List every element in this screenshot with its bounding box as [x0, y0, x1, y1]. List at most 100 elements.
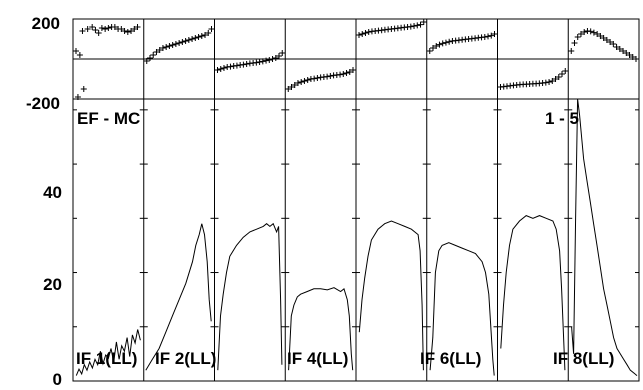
phase-point: [623, 50, 630, 56]
phase-point: [571, 40, 578, 46]
phase-point: [600, 35, 607, 41]
amplitude-trace: [358, 220, 424, 371]
phase-point: [205, 30, 212, 36]
phase-point: [365, 29, 372, 35]
phase-point: [198, 33, 205, 39]
amplitude-trace: [500, 215, 566, 371]
phase-point: [269, 56, 276, 62]
phase-panel: [143, 26, 215, 64]
phase-panel: [426, 31, 498, 54]
amp-tick-0: 0: [53, 370, 62, 389]
amplitude-trace: [145, 223, 212, 371]
phase-point: [417, 21, 424, 28]
phase-point: [291, 82, 298, 88]
phase-point: [159, 45, 166, 51]
phase-point: [134, 24, 141, 30]
phase-point: [420, 19, 427, 25]
phase-panel: [285, 67, 356, 92]
amplitude-trace: [217, 222, 283, 371]
phase-point: [549, 78, 556, 84]
phase-point: [298, 79, 305, 85]
phase-point: [98, 25, 105, 31]
phase-point: [166, 43, 173, 49]
phase-point: [169, 42, 176, 48]
phase-point: [143, 58, 150, 64]
phase-point: [185, 37, 192, 43]
phase-point: [233, 62, 240, 69]
phase-point: [304, 77, 311, 83]
amp-tick-40: 40: [43, 183, 62, 202]
phase-point: [253, 59, 260, 66]
phase-plots: [73, 19, 639, 100]
phase-point: [89, 24, 96, 30]
phase-panel: [568, 28, 639, 62]
phase-point: [301, 78, 308, 84]
phase-point: [182, 38, 189, 44]
phase-point: [288, 84, 295, 90]
phase-point: [577, 31, 584, 37]
if-label: IF 8(LL): [553, 349, 614, 368]
phase-point: [179, 39, 186, 45]
phase-point: [172, 41, 179, 47]
phase-point: [436, 41, 443, 48]
phase-point: [84, 26, 91, 32]
phase-point: [568, 48, 575, 54]
phase-panel: [73, 24, 141, 100]
phase-point: [92, 27, 99, 33]
phase-point: [266, 57, 273, 63]
phase-point: [610, 41, 617, 47]
phase-point: [346, 69, 353, 75]
phase-point: [208, 26, 215, 32]
if-label: IF 1(LL): [76, 349, 137, 368]
phase-point: [240, 61, 247, 68]
phase-panel: [497, 68, 569, 90]
phase-point: [327, 73, 334, 79]
if-label: IF 2(LL): [155, 349, 216, 368]
phase-point: [555, 74, 562, 80]
phase-point: [429, 45, 436, 51]
phase-point: [433, 43, 440, 49]
amplitude-trace: [429, 242, 495, 376]
phase-point: [192, 35, 199, 41]
phase-point: [439, 40, 446, 47]
phase-point: [202, 32, 209, 38]
phase-point: [121, 28, 128, 34]
phase-point: [118, 26, 125, 32]
plot-frames: [72, 18, 640, 382]
phase-point: [491, 31, 498, 37]
phase-point: [633, 56, 639, 62]
phase-point: [616, 46, 623, 52]
phase-point: [562, 68, 569, 74]
phase-point: [414, 22, 421, 29]
phase-point: [102, 26, 109, 32]
phase-point: [362, 30, 369, 36]
phase-point: [146, 55, 153, 61]
phase-point: [156, 47, 163, 53]
phase-point: [153, 49, 160, 55]
phase-point: [340, 71, 347, 77]
phase-point: [488, 32, 495, 39]
phase-point: [124, 29, 131, 35]
phase-point: [285, 86, 292, 92]
phase-point: [587, 28, 594, 35]
phase-point: [356, 32, 362, 38]
phase-point: [272, 55, 279, 61]
amplitude-trace: [571, 98, 638, 376]
phase-point: [324, 73, 331, 80]
phase-point: [574, 34, 581, 40]
phase-point: [189, 36, 196, 42]
phase-point: [407, 23, 414, 30]
phase-point: [581, 29, 588, 35]
phase-point: [337, 71, 344, 78]
phase-point: [259, 58, 266, 65]
phase-point: [80, 86, 87, 92]
phase-point: [128, 28, 135, 34]
phase-point: [276, 53, 283, 59]
phase-point: [626, 52, 633, 58]
phase-point: [163, 44, 170, 50]
phase-point: [594, 31, 601, 37]
phase-point: [220, 65, 227, 71]
phase-point: [311, 75, 318, 82]
phase-point: [446, 38, 453, 45]
